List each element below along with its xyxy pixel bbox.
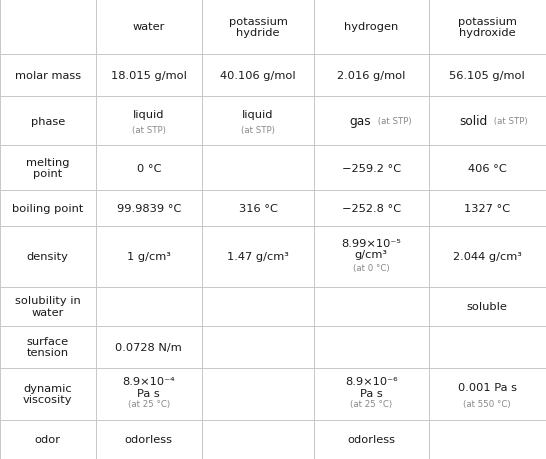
Text: density: density [27, 252, 69, 262]
Text: odor: odor [35, 435, 61, 444]
Bar [96, 368, 202, 420]
Bar [96, 0, 202, 55]
Bar [429, 420, 546, 459]
Text: potassium
hydride: potassium hydride [229, 17, 287, 38]
Bar [202, 326, 314, 368]
Text: (at 25 °C): (at 25 °C) [350, 399, 393, 408]
Bar [429, 55, 546, 96]
Text: (at 25 °C): (at 25 °C) [128, 399, 170, 408]
Text: liquid: liquid [133, 110, 164, 120]
Text: potassium
hydroxide: potassium hydroxide [458, 17, 517, 38]
Text: 0.001 Pa s: 0.001 Pa s [458, 382, 517, 392]
Bar [0, 420, 96, 459]
Bar [202, 190, 314, 227]
Bar [0, 227, 96, 287]
Bar [314, 287, 429, 326]
Text: 0.0728 N/m: 0.0728 N/m [115, 342, 182, 352]
Text: dynamic
viscosity: dynamic viscosity [23, 383, 73, 404]
Text: 18.015 g/mol: 18.015 g/mol [111, 71, 187, 81]
Bar [96, 287, 202, 326]
Text: soluble: soluble [467, 302, 508, 311]
Text: (at 550 °C): (at 550 °C) [464, 399, 511, 408]
Bar [314, 227, 429, 287]
Bar [96, 227, 202, 287]
Bar [429, 146, 546, 190]
Text: 0 °C: 0 °C [136, 163, 161, 173]
Bar [314, 146, 429, 190]
Text: gas: gas [349, 115, 371, 128]
Bar [96, 55, 202, 96]
Text: 1327 °C: 1327 °C [464, 204, 511, 213]
Bar [429, 287, 546, 326]
Text: solubility in
water: solubility in water [15, 296, 81, 317]
Text: (at STP): (at STP) [375, 117, 411, 126]
Bar [0, 55, 96, 96]
Bar [202, 55, 314, 96]
Text: −252.8 °C: −252.8 °C [342, 204, 401, 213]
Bar [96, 326, 202, 368]
Bar [429, 368, 546, 420]
Bar [0, 96, 96, 146]
Text: 8.9×10⁻⁴
Pa s: 8.9×10⁻⁴ Pa s [122, 376, 175, 398]
Bar [202, 96, 314, 146]
Bar [96, 190, 202, 227]
Bar [202, 420, 314, 459]
Text: (at 0 °C): (at 0 °C) [353, 263, 390, 272]
Text: −259.2 °C: −259.2 °C [342, 163, 401, 173]
Bar [314, 326, 429, 368]
Bar [0, 146, 96, 190]
Bar [314, 190, 429, 227]
Bar [314, 96, 429, 146]
Bar [0, 368, 96, 420]
Bar [0, 326, 96, 368]
Bar [314, 0, 429, 55]
Bar [0, 287, 96, 326]
Text: 2.016 g/mol: 2.016 g/mol [337, 71, 406, 81]
Bar [202, 227, 314, 287]
Text: water: water [133, 22, 165, 33]
Text: surface
tension: surface tension [27, 336, 69, 358]
Text: liquid: liquid [242, 110, 274, 120]
Text: (at STP): (at STP) [132, 126, 166, 134]
Text: melting
point: melting point [26, 157, 69, 179]
Text: boiling point: boiling point [12, 204, 84, 213]
Bar [0, 0, 96, 55]
Text: 40.106 g/mol: 40.106 g/mol [220, 71, 296, 81]
Bar [202, 0, 314, 55]
Bar [0, 190, 96, 227]
Text: 99.9839 °C: 99.9839 °C [117, 204, 181, 213]
Bar [429, 0, 546, 55]
Text: 406 °C: 406 °C [468, 163, 507, 173]
Bar [202, 146, 314, 190]
Text: odorless: odorless [125, 435, 173, 444]
Bar [96, 146, 202, 190]
Bar [429, 96, 546, 146]
Text: solid: solid [459, 115, 487, 128]
Bar [314, 55, 429, 96]
Text: 8.9×10⁻⁶
Pa s: 8.9×10⁻⁶ Pa s [345, 376, 397, 398]
Text: 8.99×10⁻⁵
g/cm³: 8.99×10⁻⁵ g/cm³ [341, 238, 401, 260]
Bar [314, 420, 429, 459]
Bar [429, 326, 546, 368]
Text: (at STP): (at STP) [241, 126, 275, 134]
Bar [202, 287, 314, 326]
Text: 1 g/cm³: 1 g/cm³ [127, 252, 171, 262]
Bar [429, 190, 546, 227]
Text: hydrogen: hydrogen [344, 22, 399, 33]
Bar [429, 227, 546, 287]
Text: (at STP): (at STP) [490, 117, 527, 126]
Text: 1.47 g/cm³: 1.47 g/cm³ [227, 252, 289, 262]
Text: molar mass: molar mass [15, 71, 81, 81]
Text: 56.105 g/mol: 56.105 g/mol [449, 71, 525, 81]
Bar [96, 96, 202, 146]
Text: phase: phase [31, 116, 65, 126]
Text: odorless: odorless [347, 435, 395, 444]
Bar [96, 420, 202, 459]
Bar [202, 368, 314, 420]
Text: 2.044 g/cm³: 2.044 g/cm³ [453, 252, 522, 262]
Text: 316 °C: 316 °C [239, 204, 277, 213]
Bar [314, 368, 429, 420]
